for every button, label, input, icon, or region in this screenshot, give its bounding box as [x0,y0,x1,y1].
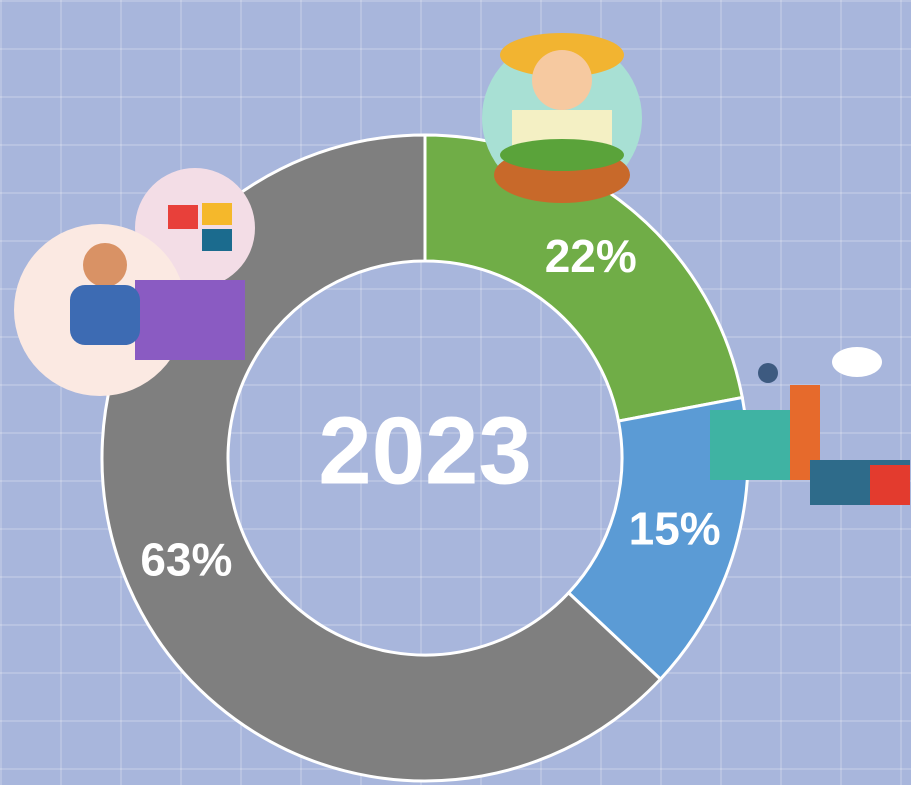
center-text: 2023 [318,397,532,504]
designer-icon [14,168,255,396]
value-label: 15% [629,503,721,555]
value-label: 22% [545,230,637,282]
segment [566,395,750,682]
farmer-icon [482,33,642,203]
value-label: 63% [140,533,232,585]
factory-icon [710,347,910,505]
